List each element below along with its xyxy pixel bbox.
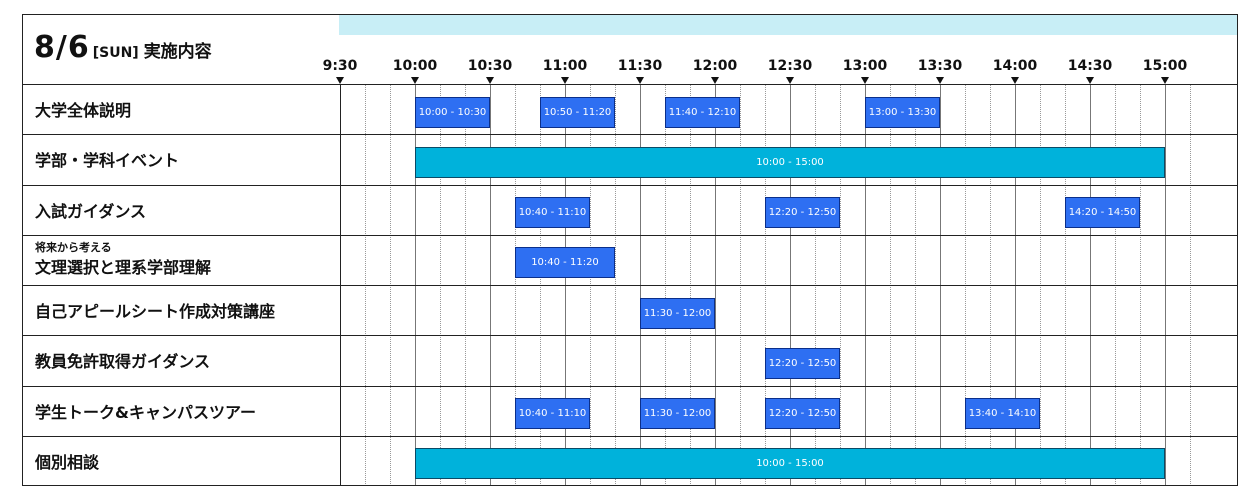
time-tick-label: 13:30 — [917, 58, 963, 74]
tick-arrow-icon — [636, 77, 644, 84]
row-divider — [22, 385, 1238, 387]
event-block: 10:00 - 15:00 — [415, 448, 1165, 480]
time-tick-label: 13:00 — [842, 58, 888, 74]
row-title: 個別相談 — [35, 452, 100, 472]
tick-arrow-icon — [561, 77, 569, 84]
row-divider — [22, 435, 1238, 437]
row-divider — [22, 335, 1238, 337]
event-block: 12:20 - 12:50 — [765, 197, 840, 229]
row-title: 教員免許取得ガイダンス — [35, 352, 211, 372]
tick-arrow-icon — [711, 77, 719, 84]
title-date: 8/6 — [34, 30, 90, 65]
row-divider — [22, 184, 1238, 186]
row-label: 入試ガイダンス — [35, 185, 146, 235]
tick-arrow-icon — [786, 77, 794, 84]
tick-arrow-icon — [1161, 77, 1169, 84]
event-block: 10:40 - 11:10 — [515, 197, 590, 229]
row-label: 学部・学科イベント — [35, 134, 179, 184]
event-block: 10:00 - 15:00 — [415, 146, 1165, 178]
row-divider — [22, 234, 1238, 236]
time-tick-label: 12:30 — [767, 58, 813, 74]
time-tick-label: 15:00 — [1142, 58, 1188, 74]
time-tick-label: 11:30 — [617, 58, 663, 74]
row-divider — [22, 285, 1238, 286]
row-title: 自己アピールシート作成対策講座 — [35, 302, 276, 322]
event-block: 12:20 - 12:50 — [765, 398, 840, 430]
event-block: 14:20 - 14:50 — [1065, 197, 1140, 229]
header-band — [339, 15, 1237, 35]
row-title: 入試ガイダンス — [35, 201, 147, 221]
row-title: 文理選択と理系学部理解 — [35, 257, 212, 277]
tick-arrow-icon — [486, 77, 494, 84]
event-block: 11:40 - 12:10 — [665, 96, 740, 128]
row-sublabel: 将来から考える — [35, 240, 112, 254]
time-tick-label: 11:00 — [542, 58, 588, 74]
time-tick-label: 9:30 — [322, 58, 358, 74]
tick-arrow-icon — [1086, 77, 1094, 84]
tick-arrow-icon — [1011, 77, 1019, 84]
tick-arrow-icon — [861, 77, 869, 84]
event-block: 13:00 - 13:30 — [865, 96, 940, 128]
row-label: 自己アピールシート作成対策講座 — [35, 285, 275, 335]
row-title: 学生トーク&キャンパスツアー — [35, 402, 256, 422]
table-frame — [22, 14, 1238, 486]
row-title: 大学全体説明 — [35, 101, 132, 121]
event-block: 12:20 - 12:50 — [765, 347, 840, 379]
row-label: 大学全体説明 — [35, 84, 131, 134]
event-block: 11:30 - 12:00 — [640, 398, 715, 430]
row-divider — [22, 84, 1238, 85]
row-label: 教員免許取得ガイダンス — [35, 335, 210, 385]
row-label: 将来から考える文理選択と理系学部理解 — [35, 235, 211, 285]
time-tick-label: 10:00 — [392, 58, 438, 74]
event-block: 11:30 - 12:00 — [640, 297, 715, 329]
title-weekday: [SUN] — [92, 45, 139, 61]
page-title: 8/6 [SUN] 実施内容 — [34, 30, 212, 70]
tick-arrow-icon — [411, 77, 419, 84]
tick-arrow-icon — [336, 77, 344, 84]
time-tick-label: 14:00 — [992, 58, 1038, 74]
title-label: 実施内容 — [143, 42, 212, 62]
time-tick-label: 12:00 — [692, 58, 738, 74]
row-divider — [22, 134, 1238, 136]
row-label: 学生トーク&キャンパスツアー — [35, 386, 256, 436]
tick-arrow-icon — [936, 77, 944, 84]
row-label: 個別相談 — [35, 436, 99, 486]
event-block: 10:00 - 10:30 — [415, 96, 490, 128]
event-block: 10:50 - 11:20 — [540, 96, 615, 128]
time-tick-label: 14:30 — [1067, 58, 1113, 74]
time-tick-label: 10:30 — [467, 58, 513, 74]
row-title: 学部・学科イベント — [35, 151, 180, 171]
event-block: 13:40 - 14:10 — [965, 398, 1040, 430]
event-block: 10:40 - 11:20 — [515, 247, 615, 279]
event-block: 10:40 - 11:10 — [515, 398, 590, 430]
